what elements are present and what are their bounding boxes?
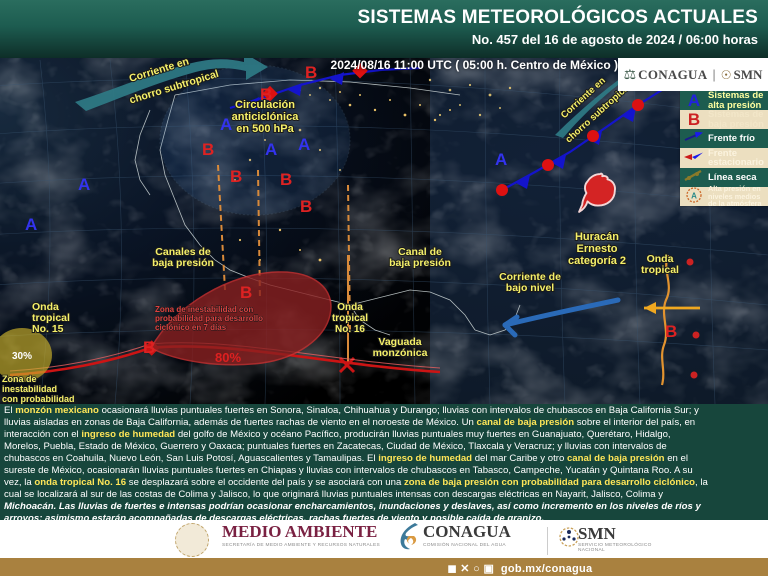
svg-text:A: A: [265, 140, 277, 159]
svg-text:inestabilidad: inestabilidad: [2, 384, 57, 394]
svg-text:No. 15: No. 15: [32, 323, 64, 335]
svg-text:Circulación: Circulación: [235, 99, 295, 111]
svg-text:B: B: [230, 167, 242, 186]
svg-text:B: B: [280, 170, 292, 189]
svg-text:80%: 80%: [215, 350, 241, 365]
svg-text:A: A: [495, 150, 507, 169]
svg-text:30%: 30%: [12, 351, 32, 362]
svg-text:A: A: [298, 135, 310, 154]
svg-text:A: A: [25, 215, 37, 234]
svg-text:tropical: tropical: [332, 313, 368, 324]
svg-text:B: B: [300, 197, 312, 216]
svg-text:A: A: [78, 175, 90, 194]
svg-text:monzónica: monzónica: [373, 347, 428, 359]
svg-text:categoría 2: categoría 2: [568, 255, 626, 267]
svg-text:con probabilidad: con probabilidad: [2, 394, 75, 404]
svg-text:Zona de inestabilidad con: Zona de inestabilidad con: [155, 305, 253, 314]
svg-text:ciclónico en 7 días: ciclónico en 7 días: [155, 323, 227, 332]
svg-text:Ernesto: Ernesto: [577, 243, 618, 255]
svg-text:B: B: [665, 322, 677, 341]
svg-text:baja presión: baja presión: [389, 257, 451, 269]
svg-text:probabilidad para desarrollo: probabilidad para desarrollo: [155, 314, 263, 323]
svg-text:No. 16: No. 16: [335, 324, 365, 335]
svg-text:baja presión: baja presión: [152, 257, 214, 269]
svg-text:Huracán: Huracán: [575, 231, 619, 243]
svg-text:B: B: [240, 283, 252, 302]
svg-text:Onda: Onda: [337, 302, 363, 313]
svg-text:anticiclónica: anticiclónica: [232, 111, 300, 123]
svg-text:en 500 hPa: en 500 hPa: [236, 123, 294, 135]
svg-text:tropical: tropical: [641, 264, 679, 276]
svg-text:B: B: [202, 140, 214, 159]
svg-text:bajo nivel: bajo nivel: [506, 282, 555, 294]
svg-text:B: B: [143, 338, 155, 357]
svg-text:A: A: [691, 191, 697, 200]
svg-text:Zona de: Zona de: [2, 374, 37, 384]
svg-text:A: A: [220, 115, 232, 134]
